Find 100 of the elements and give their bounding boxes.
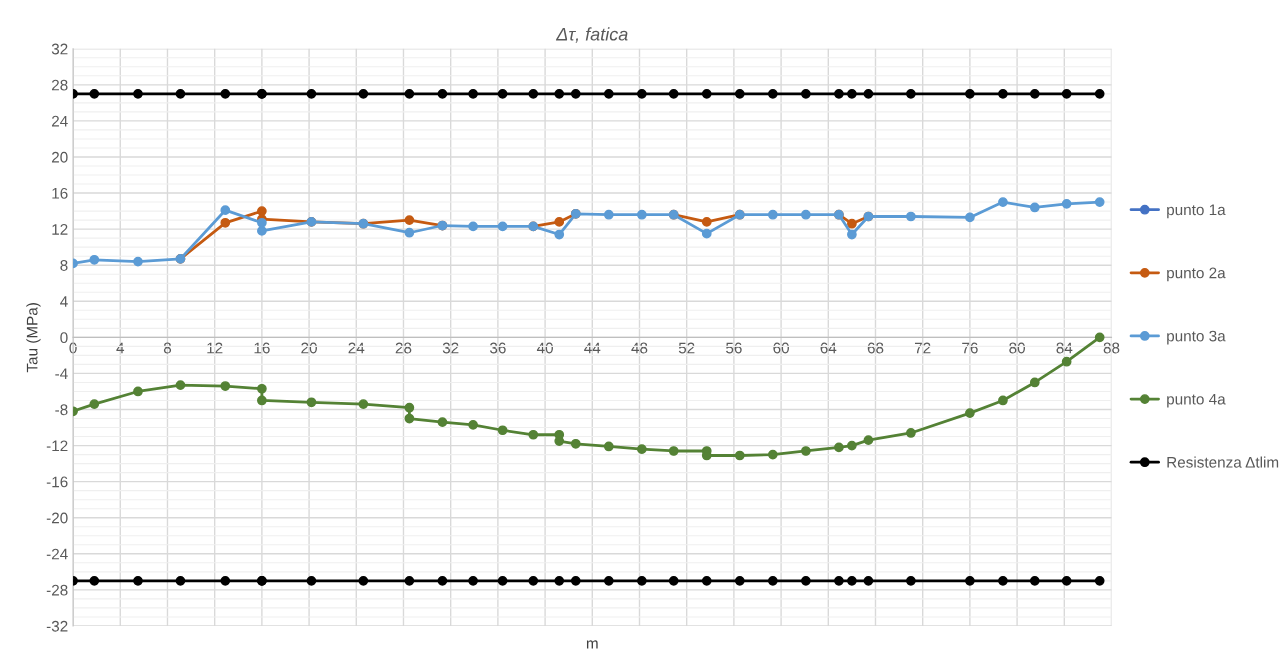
point	[1094, 575, 1105, 586]
point	[834, 88, 844, 99]
point	[89, 88, 100, 99]
point	[767, 575, 778, 586]
point	[668, 88, 679, 99]
point	[847, 440, 857, 451]
x-axis-title: m	[586, 640, 598, 649]
point	[554, 229, 565, 240]
point	[404, 402, 415, 413]
point	[801, 575, 811, 586]
point	[965, 212, 975, 223]
point	[437, 575, 448, 586]
x-tick-label: 36	[489, 342, 506, 354]
point	[847, 229, 857, 240]
point	[801, 209, 811, 220]
point	[306, 575, 317, 586]
point	[133, 575, 143, 586]
point	[220, 217, 231, 228]
y-tick-label: 24	[51, 115, 68, 127]
y-tick-label: 8	[60, 260, 68, 271]
point	[89, 399, 100, 409]
y-axis-title: Tau (MPa)	[26, 303, 41, 373]
point	[497, 575, 508, 586]
point	[801, 446, 811, 456]
point	[437, 88, 448, 99]
point	[468, 419, 478, 430]
point	[734, 450, 745, 461]
point	[358, 575, 369, 586]
point	[1029, 202, 1040, 213]
point	[220, 88, 231, 99]
point	[497, 425, 508, 436]
point	[701, 217, 712, 227]
x-tick-label: 88	[1103, 342, 1120, 354]
point	[175, 380, 186, 391]
point	[701, 575, 712, 586]
point	[998, 197, 1008, 207]
y-tick-label: 4	[60, 296, 68, 307]
point	[220, 381, 231, 391]
point	[734, 88, 745, 99]
y-tick-label: 32	[51, 43, 68, 55]
legend-label: Resistenza Δtlim	[1167, 456, 1279, 468]
point	[468, 88, 478, 99]
y-tick-label: -32	[46, 620, 68, 632]
y-tick-label: -28	[46, 584, 68, 596]
point	[603, 209, 614, 220]
point	[468, 221, 478, 232]
point	[554, 436, 565, 446]
y-tick-label: -4	[55, 368, 68, 379]
point	[906, 211, 916, 222]
point	[554, 88, 565, 99]
point	[906, 428, 916, 438]
point	[847, 575, 857, 586]
legend-label: punto 4a	[1167, 393, 1226, 408]
y-tick-label: -12	[46, 440, 68, 452]
point	[554, 217, 565, 227]
point	[636, 88, 647, 99]
point	[89, 254, 100, 265]
y-tick-label: 0	[60, 332, 68, 344]
y-tick-label: -16	[46, 476, 68, 488]
point	[965, 575, 975, 586]
point	[570, 438, 581, 449]
point	[1029, 88, 1040, 99]
point	[1094, 332, 1105, 343]
point	[1061, 575, 1072, 586]
point	[906, 575, 916, 586]
point	[89, 575, 100, 586]
point	[1061, 199, 1072, 209]
legend-label: punto 3a	[1167, 330, 1226, 345]
y-tick-label: 28	[51, 79, 68, 91]
y-tick-label: 16	[52, 187, 68, 199]
point	[570, 575, 581, 586]
x-tick-label: 32	[442, 342, 459, 354]
point	[257, 206, 267, 216]
point	[404, 88, 415, 99]
point	[834, 575, 844, 586]
x-tick-label: 56	[726, 342, 742, 354]
point	[468, 575, 478, 586]
legend-label: punto 1a	[1167, 204, 1226, 219]
point	[220, 575, 231, 586]
point	[767, 449, 778, 460]
point	[1061, 356, 1072, 367]
point	[863, 575, 874, 586]
point	[358, 399, 369, 409]
point	[175, 575, 186, 586]
point	[636, 444, 647, 455]
y-tick-label: -20	[46, 512, 68, 524]
point	[998, 575, 1008, 586]
y-tick-label: -24	[46, 548, 68, 560]
point	[528, 575, 539, 586]
point	[404, 227, 415, 238]
point	[437, 417, 448, 427]
legend-label: punto 2a	[1167, 267, 1226, 282]
point	[998, 88, 1008, 99]
point	[998, 395, 1008, 406]
chart-title: Δτ, fatica	[555, 27, 628, 43]
point	[133, 88, 143, 99]
point	[257, 226, 267, 236]
point	[668, 446, 679, 456]
point	[636, 209, 647, 220]
point	[358, 88, 369, 99]
